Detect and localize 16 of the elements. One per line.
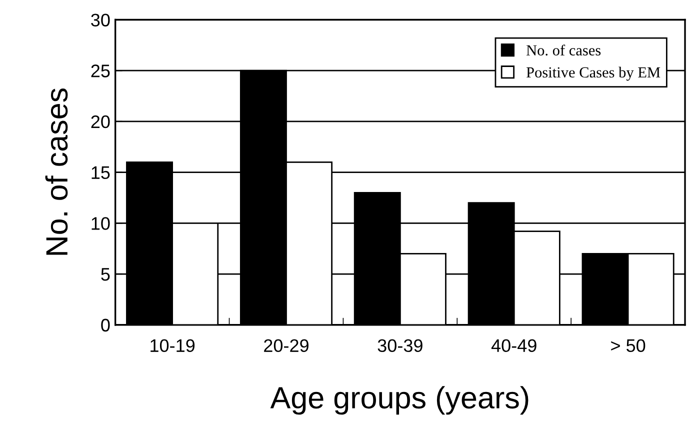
x-tick-label: 10-19: [150, 339, 195, 352]
y-tick-label: 5: [101, 268, 110, 281]
y-tick-label: 15: [92, 166, 110, 180]
y-tick-label: 0: [101, 318, 110, 332]
x-axis-title: Age groups (years): [270, 386, 528, 415]
y-tick-label: 25: [91, 64, 110, 78]
x-tick-label: 40-49: [491, 339, 536, 352]
y-tick-label: 20: [91, 115, 110, 128]
y-tick-label: 30: [91, 14, 110, 26]
x-tick-label: > 50: [611, 339, 646, 352]
y-tick-label: 10: [92, 217, 110, 230]
x-tick-label: 20-29: [264, 339, 308, 352]
y-axis-title: No. of cases: [45, 88, 68, 255]
legend-label: Positive Cases by EM: [526, 66, 660, 81]
legend-label: No. of cases: [526, 44, 601, 56]
x-tick-label: 30-39: [378, 339, 422, 352]
